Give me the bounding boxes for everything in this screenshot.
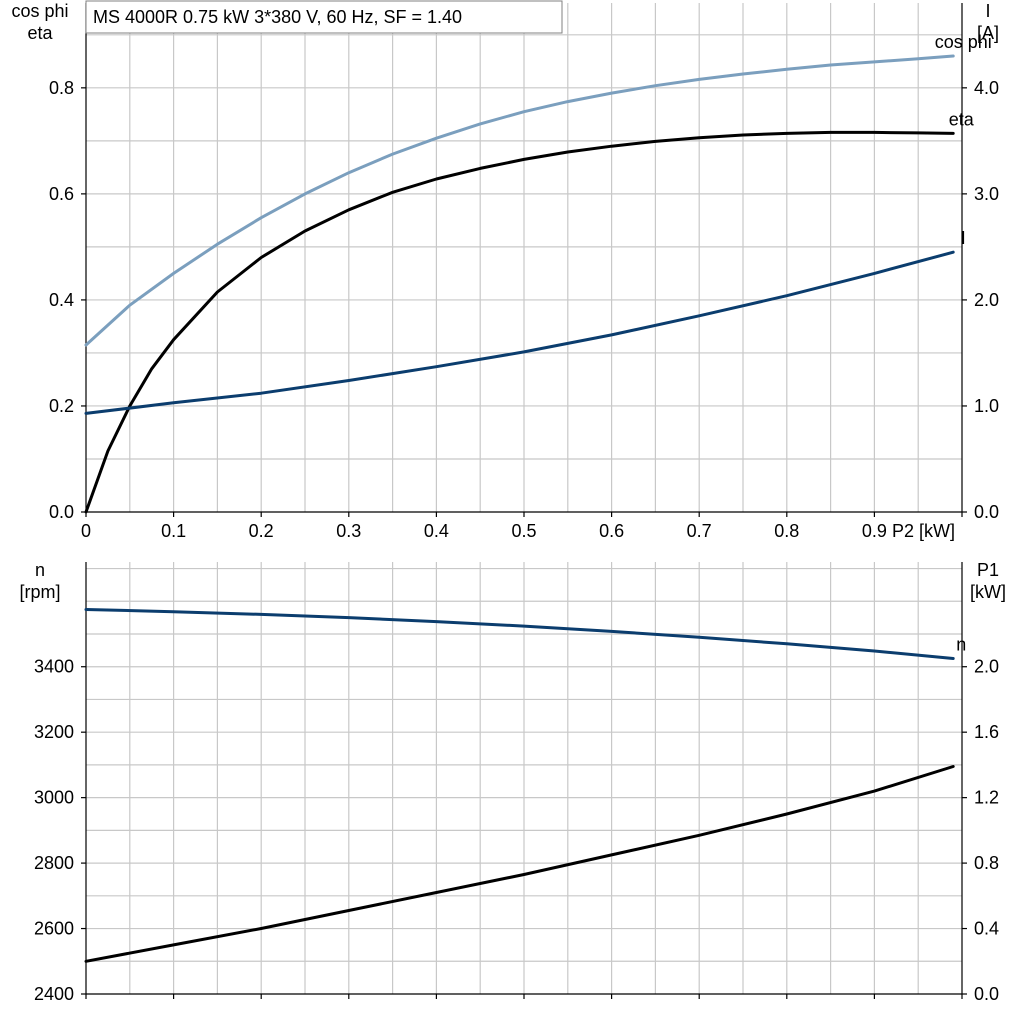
- left-tick-label: 3200: [34, 722, 74, 742]
- x-tick-label: 0.7: [687, 521, 712, 541]
- right-tick-label: 1.6: [974, 722, 999, 742]
- x-tick-label: 0.3: [336, 521, 361, 541]
- series-line-p1: [84, 765, 955, 963]
- series-line-eta: [84, 130, 955, 514]
- x-tick-label: 0.9: [862, 521, 887, 541]
- right-axis-title: [kW]: [970, 582, 1006, 602]
- left-tick-label: 0.4: [49, 290, 74, 310]
- series-line-cos-phi: [84, 54, 955, 347]
- series-line-n: [84, 608, 955, 660]
- x-tick-label: 0.8: [774, 521, 799, 541]
- left-axis-title: n: [35, 560, 45, 580]
- right-tick-label: 1.0: [974, 396, 999, 416]
- right-tick-label: 0.8: [974, 853, 999, 873]
- left-axis-title: eta: [27, 23, 53, 43]
- left-tick-label: 0.6: [49, 184, 74, 204]
- right-tick-label: 2.0: [974, 657, 999, 677]
- x-tick-label: 0.6: [599, 521, 624, 541]
- right-tick-label: 2.0: [974, 290, 999, 310]
- series-line-i: [84, 250, 955, 415]
- left-axis-title: [rpm]: [19, 582, 60, 602]
- series-label: I: [961, 228, 966, 248]
- left-tick-label: 0.0: [49, 502, 74, 522]
- left-tick-label: 3400: [34, 657, 74, 677]
- right-tick-label: 0.0: [974, 502, 999, 522]
- right-tick-label: 3.0: [974, 184, 999, 204]
- x-tick-label: 0.1: [161, 521, 186, 541]
- x-tick-label: 0: [81, 521, 91, 541]
- right-axis-title: I: [985, 1, 990, 21]
- right-tick-label: 4.0: [974, 78, 999, 98]
- left-tick-label: 0.8: [49, 78, 74, 98]
- left-tick-label: 2600: [34, 919, 74, 939]
- x-tick-label: 0.2: [249, 521, 274, 541]
- series-label: n: [956, 635, 966, 655]
- x-tick-label: 0.5: [511, 521, 536, 541]
- x-tick-label: 0.4: [424, 521, 449, 541]
- left-tick-label: 2800: [34, 853, 74, 873]
- left-tick-label: 0.2: [49, 396, 74, 416]
- x-axis-label: P2 [kW]: [892, 521, 955, 541]
- left-tick-label: 2400: [34, 984, 74, 1004]
- right-axis-title: P1: [977, 560, 999, 580]
- left-tick-label: 3000: [34, 788, 74, 808]
- right-tick-label: 1.2: [974, 788, 999, 808]
- chart-title: MS 4000R 0.75 kW 3*380 V, 60 Hz, SF = 1.…: [93, 7, 462, 27]
- right-tick-label: 0.0: [974, 984, 999, 1004]
- series-label: cos phi: [935, 32, 992, 52]
- series-label: eta: [949, 109, 975, 129]
- right-axis-title: [A]: [977, 23, 999, 43]
- title-box: [85, 0, 563, 34]
- left-axis-title: cos phi: [11, 1, 68, 21]
- right-tick-label: 0.4: [974, 919, 999, 939]
